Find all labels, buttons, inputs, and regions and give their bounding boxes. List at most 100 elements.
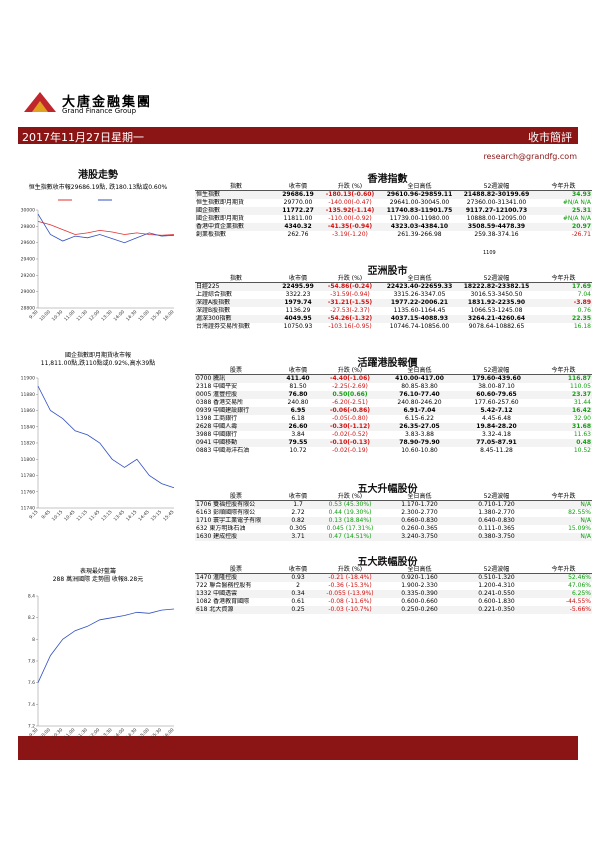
table-cell: 1979.74 [277,299,319,307]
y-tick-label: 11840 [21,424,35,430]
section-title: 港股走勢 [78,170,118,181]
table-cell: 10750.93 [283,323,313,330]
section-title: 活躍港股報價 [357,358,418,369]
table-cell: 4049.95 [277,315,319,323]
table-cell: 0.221-0.350 [458,606,535,614]
data-table: 指數 收市價 升跌 (%) 全日高低 52週波幅 今年升跌 恒生指數 29686.19 -180… [195,181,592,239]
y-tick-label: 11900 [21,376,35,382]
chart-caption: 288 萬洲國際 走勢圖 收報8.28元 [52,576,144,583]
y-tick-label: 30000 [21,208,35,214]
table-cell: 2318 中國平安 [196,383,238,390]
table-cell: -6.20(-2.51) [332,399,368,406]
table-cell: 0.660-0.830 [381,517,458,525]
column-header: 收市價 [277,491,319,501]
header-row: 指數 收市價 升跌 (%) 全日高低 52週波幅 今年升跌 [195,181,592,191]
table-cell: 0.47 (14.51%) [319,533,381,541]
y-tick-label: 7.2 [28,724,35,730]
table-cell: 0.53 (45.30%) [319,500,381,509]
table-cell: 29770.00 [283,199,313,206]
header-bar: 2017年11月27日星期一 收市簡評 [18,127,578,144]
table-cell: 110.05 [570,383,591,390]
table-cell: -5.66% [535,606,592,614]
table-cell: 0388 香港交易所 [196,399,244,406]
table-cell: 0.61 [291,598,305,605]
table-cell: 0.710-1.720 [458,500,535,509]
column-header: 今年升跌 [535,181,592,191]
x-tick-label: 14:15 [125,509,139,523]
column-header: 全日高低 [381,181,458,191]
y-tick-label: 11760 [21,489,35,495]
column-header: 升跌 (%) [319,273,381,283]
table-cell: 1398 工商銀行 [196,415,238,422]
table-cell: 深證B股指數 [196,307,231,314]
table-cell: 3.32-4.18 [482,431,511,438]
y-tick-label: 11800 [21,457,35,463]
x-tick-label: 10:00 [38,727,52,741]
table-cell: 0.44 (19.30%) [328,509,372,516]
report-type: 收市簡評 [528,131,572,144]
table-cell: N/A [535,533,592,541]
column-header: 升跌 (%) [319,564,381,574]
table-cell: 11739.00-11980.00 [389,215,450,222]
x-tick-label: 15:00 [137,727,151,741]
x-tick-label: 9:45 [40,509,51,520]
y-tick-label: 29400 [21,257,35,263]
x-tick-label: 14:30 [125,727,139,741]
table-cell: -110.00(-0.92) [328,215,372,222]
table-cell: 1082 香港教育國際 [196,598,250,605]
table-cell: 0.045 (17.31%) [326,525,374,532]
table-cell: -3.89 [535,299,592,307]
y-tick-label: 7.4 [28,702,35,708]
table-cell: 31.44 [573,399,591,406]
table-row: 恒生指數即月期貨 29770.00 -140.00(-0.47) 29641.00-3… [195,199,592,207]
table-cell: 8.45-11.28 [480,447,513,454]
table-cell: -0.21 (-18.4%) [319,573,381,582]
table-row: 3988 中國銀行 3.84 -0.02(-0.52) 3.83-3.88 3.32-4… [195,431,592,439]
x-tick-label: 13:15 [100,509,114,523]
table-cell: 10.60-10.80 [401,447,438,454]
report-date: 2017年11月27日星期一 [22,131,144,144]
y-tick-label: 8.2 [28,615,35,621]
table-cell: 1630 建成控股 [195,533,277,541]
section-title: 亞洲股市 [367,266,408,277]
table-row: 香港中資企業指數 4340.32 -41.35(-0.94) 4323.03-4384… [195,223,592,231]
table-cell: 0.93 [277,573,319,582]
table-cell: 47.06% [568,582,591,589]
table-cell: 10.72 [289,447,307,454]
table-cell: 1.380-2.770 [478,509,515,516]
email: research@grandfg.com [483,152,577,161]
table-cell: 0.82 [277,517,319,525]
x-tick-label: 16:00 [162,309,176,323]
table-cell: -0.30(-1.12) [319,423,381,431]
y-tick-label: 28800 [21,306,35,312]
table-cell: -180.13(-0.60) [319,190,381,199]
table-cell: 創業板指數 [196,231,227,238]
table-cell: 0.25 [277,606,319,614]
data-table: 股票 收市價 升跌 (%) 全日高低 52週波幅 今年升跌 0700 騰訊 411.40 -4.… [195,365,592,455]
table-cell: 4323.03-4384.10 [381,223,458,231]
table-row: 0941 中國移動 79.55 -0.10(-0.13) 78.90-79.90 77.… [195,439,592,447]
table-cell: 29610.96-29859.11 [381,190,458,199]
table-cell: 4037.15-4088.93 [381,315,458,323]
table-row: 國企指數即月期貨 11811.00 -110.00(-0.92) 11739.00-1… [195,215,592,223]
table-cell: -0.05(-0.80) [332,415,368,422]
table-cell: N/A [535,517,592,525]
table-cell: 6.91-7.04 [381,407,458,415]
table-cell: 177.60-257.60 [474,399,519,406]
table-cell: 3315.26-3347.05 [393,291,446,298]
x-tick-label: 14:00 [113,727,127,741]
table-cell: 262.76 [287,231,309,238]
x-tick-label: 13:30 [100,309,114,323]
x-tick-label: 11:15 [75,509,89,523]
table-cell: 3264.21-4260.64 [458,315,535,323]
table-cell: -0.36 (-15.3%) [328,582,372,589]
table-cell: 上證綜合指數 [196,291,233,298]
column-header: 今年升跌 [535,491,592,501]
column-header: 全日高低 [381,273,458,283]
table-cell: #N/A N/A [562,215,591,222]
table-cell: 261.39-266.98 [397,231,442,238]
table-cell: 77.05-87.91 [458,439,535,447]
table-cell: -41.35(-0.94) [319,223,381,231]
table-cell: 29641.00-30045.00 [389,199,450,206]
section-title: 五大跌幅股份 [357,557,418,568]
